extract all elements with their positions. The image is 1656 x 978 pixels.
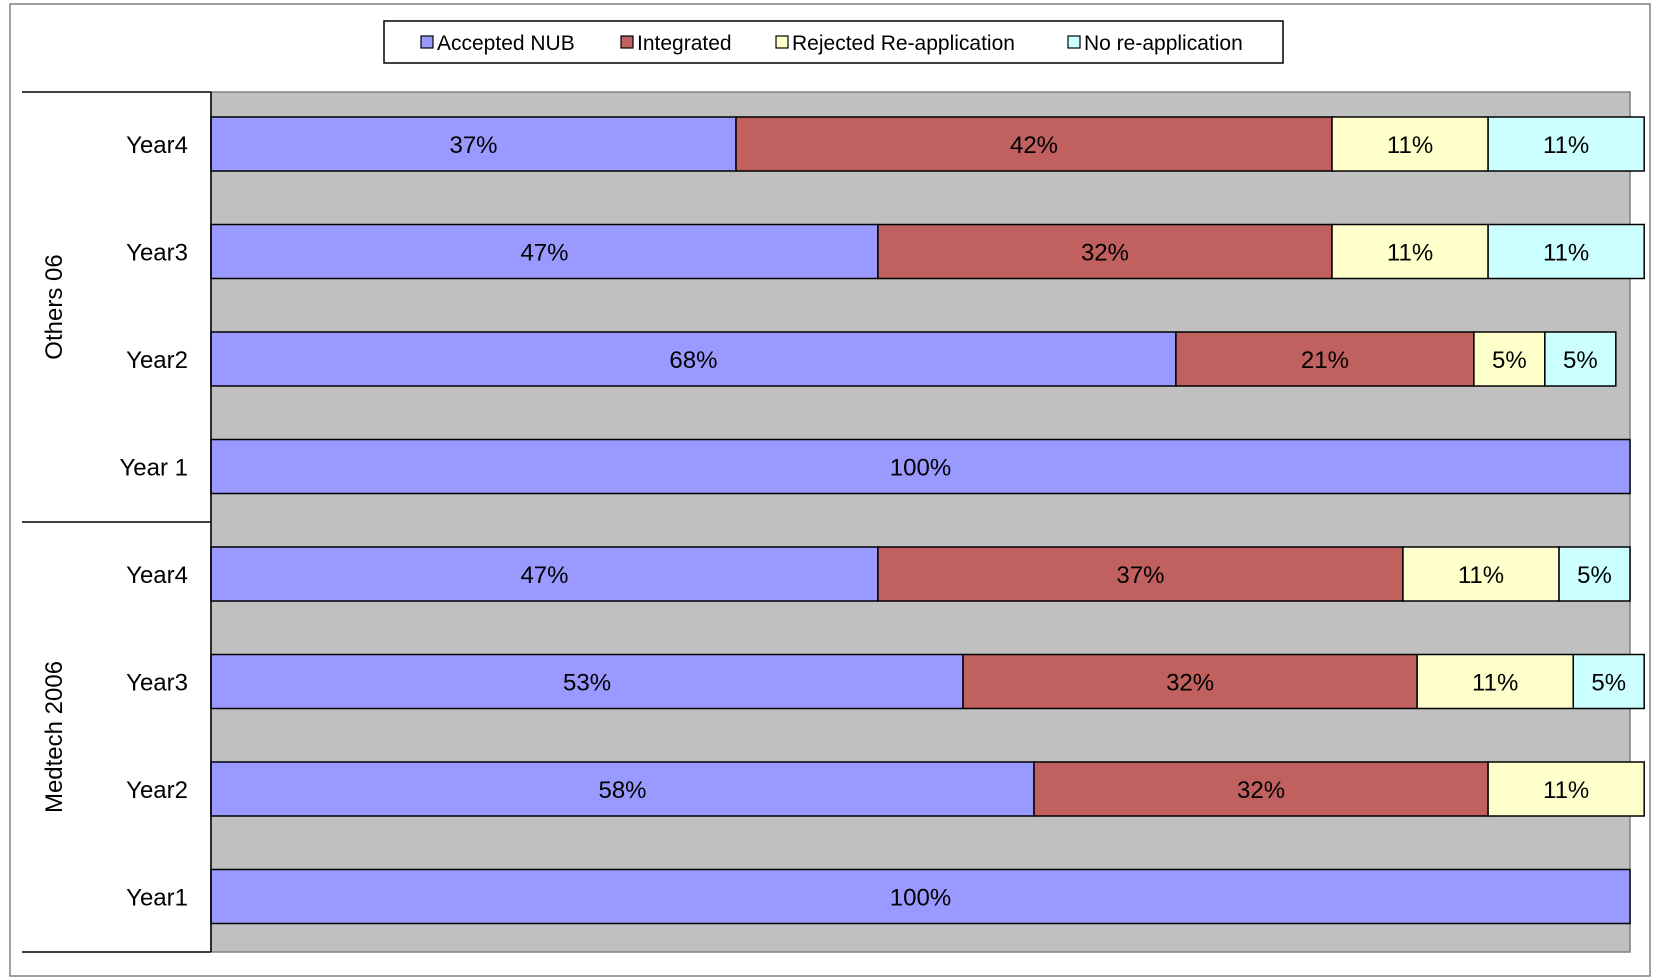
bar-segment-medtech-2006-year3-rejected-re-application xyxy=(1416,653,1574,710)
bar-segment-others-06-year3-no-re-application xyxy=(1487,223,1645,280)
tick-label-year4: Year4 xyxy=(126,132,188,159)
bar-segment-medtech-2006-year4-rejected-re-application xyxy=(1402,546,1560,602)
bar-segment-others-06-year-1-accepted-nub xyxy=(210,438,1631,495)
bar-segment-medtech-2006-year2-rejected-re-application xyxy=(1487,761,1645,817)
data-label: 58% xyxy=(598,777,646,804)
legend-box xyxy=(383,20,1284,64)
data-label: 32% xyxy=(1166,670,1214,697)
bar-segment-medtech-2006-year3-accepted-nub xyxy=(210,653,964,710)
tick-label-year2: Year2 xyxy=(126,347,188,374)
data-label: 11% xyxy=(1543,132,1589,159)
legend-swatch-rejected-re-application xyxy=(775,35,789,49)
bar-segment-medtech-2006-year2-accepted-nub xyxy=(210,761,1035,817)
data-label: 5% xyxy=(1492,347,1527,374)
legend-label-rejected-re-application: Rejected Re-application xyxy=(792,32,1015,55)
bar-segment-others-06-year3-integrated xyxy=(877,223,1333,280)
data-label: 100% xyxy=(890,455,951,482)
data-label: 32% xyxy=(1081,240,1129,267)
data-label: 68% xyxy=(669,347,717,374)
bar-segment-medtech-2006-year3-no-re-application xyxy=(1572,653,1645,710)
data-label: 11% xyxy=(1543,777,1589,804)
data-label: 47% xyxy=(520,240,568,267)
data-label: 5% xyxy=(1563,347,1598,374)
bar-segment-medtech-2006-year4-no-re-application xyxy=(1558,546,1631,602)
data-label: 11% xyxy=(1472,670,1518,697)
bar-segment-medtech-2006-year1-accepted-nub xyxy=(210,868,1631,925)
data-label: 5% xyxy=(1577,562,1612,589)
legend-label-integrated: Integrated xyxy=(637,32,732,55)
data-label: 11% xyxy=(1387,132,1433,159)
bar-segment-others-06-year2-no-re-application xyxy=(1544,331,1617,387)
legend-swatch-no-re-application xyxy=(1067,35,1081,49)
tick-label-year3: Year3 xyxy=(126,670,188,697)
bar-segment-others-06-year4-accepted-nub xyxy=(210,116,737,172)
plot-background xyxy=(210,91,1631,953)
tick-label-year4: Year4 xyxy=(126,562,188,589)
data-label: 11% xyxy=(1458,562,1504,589)
bar-segment-others-06-year2-integrated xyxy=(1175,331,1475,387)
bar-segment-others-06-year4-no-re-application xyxy=(1487,116,1645,172)
bar-segment-others-06-year2-accepted-nub xyxy=(210,331,1177,387)
group-label-others-06: Others 06 xyxy=(41,254,68,359)
bar-segment-others-06-year4-rejected-re-application xyxy=(1331,116,1489,172)
data-label: 21% xyxy=(1301,347,1349,374)
tick-label-year2: Year2 xyxy=(126,777,188,804)
chart-frame xyxy=(9,3,1651,977)
bar-segment-medtech-2006-year4-integrated xyxy=(877,546,1404,602)
legend-label-no-re-application: No re-application xyxy=(1084,32,1243,55)
data-label: 11% xyxy=(1543,240,1589,267)
data-label: 37% xyxy=(449,132,497,159)
data-label: 47% xyxy=(520,562,568,589)
legend: Accepted NUB Integrated Rejected Re-applic… xyxy=(383,20,1284,64)
bar-segment-medtech-2006-year4-accepted-nub xyxy=(210,546,879,602)
data-label: 42% xyxy=(1010,132,1058,159)
tick-label-year3: Year3 xyxy=(126,240,188,267)
legend-label-accepted-nub: Accepted NUB xyxy=(437,32,575,55)
bar-segment-medtech-2006-year3-integrated xyxy=(962,653,1418,710)
bar-segment-others-06-year2-rejected-re-application xyxy=(1473,331,1546,387)
legend-swatch-integrated xyxy=(620,35,634,49)
data-label: 32% xyxy=(1237,777,1285,804)
data-label: 37% xyxy=(1116,562,1164,589)
data-label: 11% xyxy=(1387,240,1433,267)
data-label: 53% xyxy=(563,670,611,697)
group-label-medtech-2006: Medtech 2006 xyxy=(41,661,68,813)
plot-area: 37% 42% 11% 11% 47% 32% 11% 11% 68% 21% 5% 5% 100% 47… xyxy=(210,91,1645,953)
tick-label-year1: Year1 xyxy=(126,885,188,912)
tick-label-year-1: Year 1 xyxy=(119,455,188,482)
data-label: 100% xyxy=(890,885,951,912)
data-label: 5% xyxy=(1591,670,1626,697)
bar-segment-others-06-year3-rejected-re-application xyxy=(1331,223,1489,280)
category-axis: Year4 Year3 Year2 Year 1 Year4 Year3 Year2 Year… xyxy=(22,91,212,953)
legend-swatch-accepted-nub xyxy=(420,35,434,49)
